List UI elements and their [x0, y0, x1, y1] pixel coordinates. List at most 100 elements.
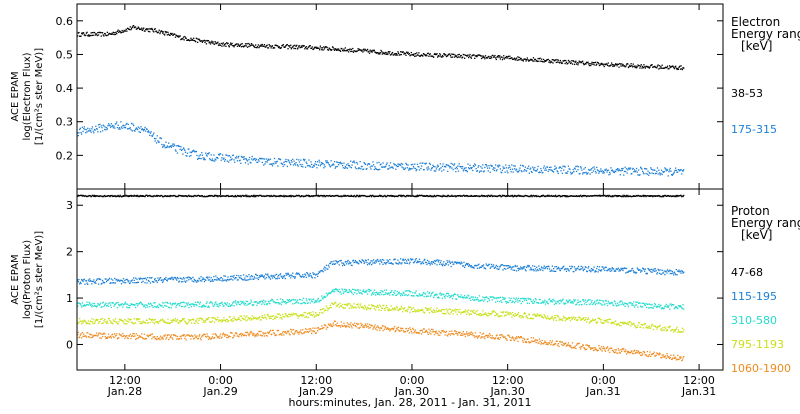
data-point	[376, 292, 377, 293]
data-point	[373, 259, 374, 260]
data-point	[325, 160, 326, 161]
data-point	[163, 307, 164, 308]
data-point	[651, 172, 652, 173]
data-point	[339, 303, 340, 304]
data-point	[301, 303, 302, 304]
data-point	[623, 304, 624, 305]
data-point	[428, 296, 429, 297]
data-point	[604, 172, 605, 173]
data-point	[358, 196, 359, 197]
data-point	[475, 165, 476, 166]
data-point	[575, 268, 576, 269]
data-point	[680, 195, 681, 196]
data-point	[172, 320, 173, 321]
data-point	[416, 262, 417, 263]
data-point	[517, 299, 518, 300]
data-point	[307, 48, 308, 49]
data-point	[217, 277, 218, 278]
data-point	[154, 323, 155, 324]
data-point	[407, 167, 408, 168]
data-point	[200, 158, 201, 159]
data-point	[266, 277, 267, 278]
data-point	[382, 53, 383, 54]
data-point	[135, 307, 136, 308]
data-point	[445, 295, 446, 296]
data-point	[128, 318, 129, 319]
data-point	[639, 67, 640, 68]
data-point	[422, 55, 423, 56]
data-point	[644, 66, 645, 67]
data-point	[107, 305, 108, 306]
data-point	[240, 301, 241, 302]
data-point	[671, 273, 672, 274]
data-point	[683, 68, 684, 69]
data-point	[280, 273, 281, 274]
data-point	[245, 162, 246, 163]
data-point	[440, 295, 441, 296]
data-point	[481, 170, 482, 171]
data-point	[316, 315, 317, 316]
data-point	[459, 163, 460, 164]
data-point	[319, 312, 320, 313]
data-point	[221, 321, 222, 322]
data-point	[674, 172, 675, 173]
data-point	[327, 310, 328, 311]
data-point	[271, 164, 272, 165]
data-point	[585, 302, 586, 303]
data-point	[104, 282, 105, 283]
data-point	[662, 65, 663, 66]
data-point	[196, 151, 197, 152]
data-point	[138, 28, 139, 29]
data-point	[231, 305, 232, 306]
data-point	[577, 169, 578, 170]
data-point	[195, 302, 196, 303]
data-point	[308, 276, 309, 277]
data-point	[246, 280, 247, 281]
data-point	[338, 304, 339, 305]
data-point	[403, 51, 404, 52]
data-point	[560, 270, 561, 271]
data-point	[221, 160, 222, 161]
data-point	[307, 313, 308, 314]
data-point	[89, 278, 90, 279]
data-point	[668, 307, 669, 308]
data-point	[589, 63, 590, 64]
data-point	[107, 303, 108, 304]
data-point	[498, 55, 499, 56]
data-point	[163, 144, 164, 145]
data-point	[122, 306, 123, 307]
data-point	[489, 167, 490, 168]
data-point	[144, 127, 145, 128]
data-point	[121, 32, 122, 33]
data-point	[529, 269, 530, 270]
data-point	[167, 319, 168, 320]
data-point	[496, 268, 497, 269]
data-point	[311, 48, 312, 49]
data-point	[227, 43, 228, 44]
data-point	[223, 317, 224, 318]
data-point	[142, 278, 143, 279]
data-point	[284, 164, 285, 165]
data-point	[558, 268, 559, 269]
data-point	[113, 32, 114, 33]
data-point	[544, 61, 545, 62]
data-point	[371, 294, 372, 295]
data-point	[149, 31, 150, 32]
data-point	[101, 283, 102, 284]
data-point	[281, 302, 282, 303]
data-point	[302, 166, 303, 167]
data-point	[282, 314, 283, 315]
data-point	[423, 292, 424, 293]
data-point	[318, 48, 319, 49]
data-point	[322, 298, 323, 299]
data-point	[511, 171, 512, 172]
data-point	[83, 33, 84, 34]
data-point	[364, 50, 365, 51]
data-point	[143, 130, 144, 131]
data-point	[139, 128, 140, 129]
data-point	[134, 282, 135, 283]
data-point	[86, 131, 87, 132]
data-point	[650, 167, 651, 168]
data-point	[544, 165, 545, 166]
